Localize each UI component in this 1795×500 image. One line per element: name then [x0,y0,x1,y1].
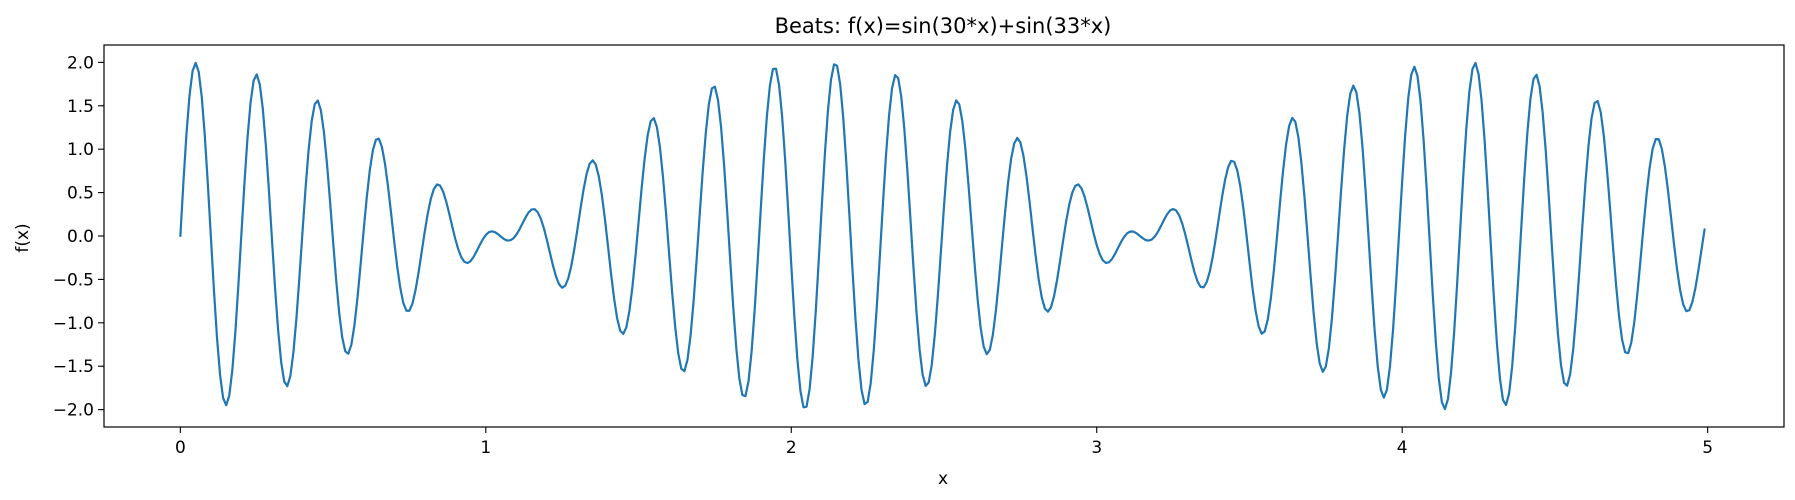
y-axis-label: f(x) [13,223,33,252]
x-tick-label: 0 [175,438,186,458]
y-tick-label: 1.0 [67,140,94,160]
x-axis-label: x [938,469,948,489]
y-tick-label: −1.5 [53,357,94,377]
x-axis-ticks: 0 1 2 3 4 5 [175,427,1713,458]
y-tick-label: 1.5 [67,97,94,117]
chart-title: Beats: f(x)=sin(30*x)+sin(33*x) [775,14,1112,38]
x-tick-label: 4 [1397,438,1408,458]
plot-background [104,45,1784,427]
plot-area [103,44,1785,428]
y-tick-label: −1.0 [53,314,94,334]
x-tick-label: 3 [1091,438,1102,458]
x-tick-label: 2 [786,438,797,458]
x-tick-label: 1 [480,438,491,458]
x-tick-label: 5 [1702,438,1713,458]
y-axis-ticks: −2.0 −1.5 −1.0 −0.5 0.0 0.5 1.0 1.5 2.0 [53,53,104,421]
y-tick-label: −2.0 [53,401,94,421]
y-tick-label: 2.0 [67,53,94,73]
y-tick-label: 0.0 [67,227,94,247]
series-line-0 [179,61,1706,411]
y-tick-label: 0.5 [67,184,94,204]
y-tick-label: −0.5 [53,270,94,290]
